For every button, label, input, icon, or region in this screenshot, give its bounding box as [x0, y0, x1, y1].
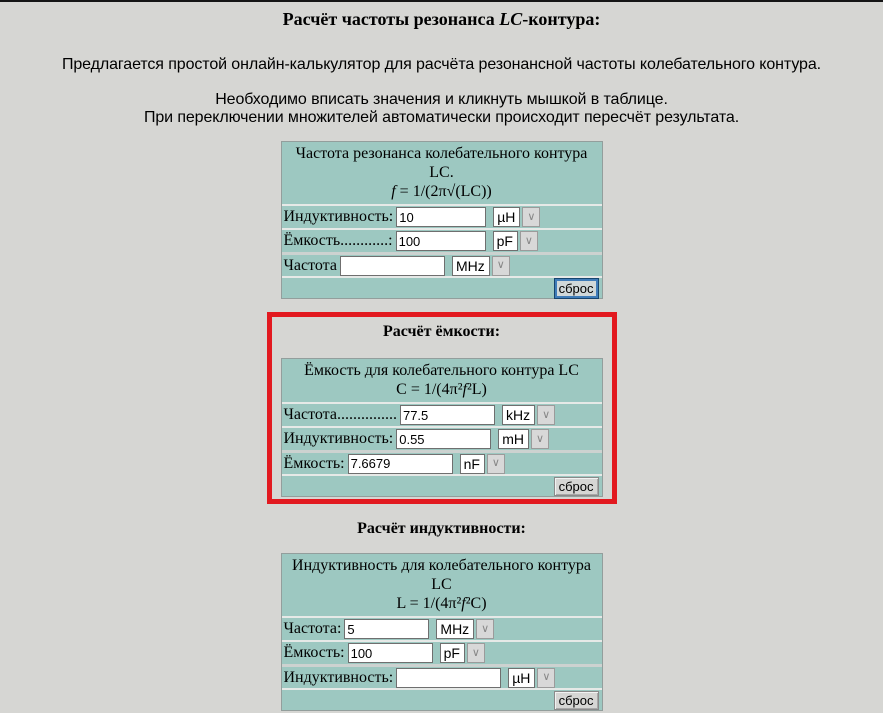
frequency-table-header: Частота резонанса колебательного контура… [282, 142, 602, 204]
page-title: Расчёт частоты резонанса LC-контура: [0, 9, 883, 30]
inductance-formula: L = 1/(4π²f²C) [284, 594, 600, 613]
frequency-row: Частота............... kHz ∨ [281, 402, 602, 426]
inductance-row: Индуктивность: mH ∨ [281, 426, 602, 450]
inductance-unit-value[interactable]: µH [493, 207, 521, 227]
frequency-input[interactable] [344, 619, 430, 639]
capacitance-unit-value[interactable]: nF [459, 453, 485, 474]
frequency-result-input[interactable] [339, 255, 445, 276]
frequency-result-row: Частота MHz ∨ [281, 252, 602, 276]
chevron-down-icon[interactable]: ∨ [531, 429, 550, 449]
inductance-reset-row: сброс [281, 688, 602, 710]
page-title-lc: LC [499, 9, 523, 29]
inductance-table-header: Индуктивность для колебательного контура… [282, 554, 602, 616]
capacitance-calc-table: Ёмкость для колебательного контура LC C … [280, 358, 603, 497]
chevron-down-icon[interactable]: ∨ [522, 207, 541, 227]
inductance-unit-select[interactable]: mH ∨ [498, 429, 550, 449]
capacitance-unit-select[interactable]: pF ∨ [439, 643, 485, 663]
inductance-label: Индуктивность: [283, 430, 394, 447]
capacitance-reset-row: сброс [281, 474, 602, 496]
frequency-unit-select[interactable]: kHz ∨ [501, 405, 556, 425]
capacitance-unit-select[interactable]: nF ∨ [459, 453, 505, 474]
note-line-1: Необходимо вписать значения и кликнуть м… [215, 91, 668, 108]
capacitance-label: Ёмкость: [283, 644, 345, 661]
frequency-unit-value[interactable]: MHz [451, 255, 490, 276]
formula-var: f [461, 595, 466, 612]
frequency-table-title-line1: Частота резонанса колебательного контура [295, 145, 588, 162]
chevron-down-icon[interactable]: ∨ [537, 405, 556, 425]
frequency-calc-table: Частота резонанса колебательного контура… [280, 141, 603, 299]
inductance-input[interactable] [396, 429, 492, 449]
formula-body: ²C) [465, 595, 487, 612]
inductance-calc-table: Индуктивность для колебательного контура… [280, 553, 603, 711]
capacitance-result-input[interactable] [347, 453, 453, 474]
capacitance-section-heading: Расчёт ёмкости: [382, 323, 501, 340]
frequency-label: Частота [283, 256, 337, 274]
chevron-down-icon[interactable]: ∨ [486, 453, 505, 474]
capacitance-input[interactable] [347, 643, 433, 663]
frequency-label: Частота............... [283, 406, 397, 423]
page-title-text: Расчёт частоты резонанса [282, 9, 500, 29]
inductance-unit-select[interactable]: µH ∨ [493, 207, 541, 227]
formula-var: f [462, 381, 467, 398]
frequency-label: Частота: [283, 620, 342, 637]
reset-button[interactable]: сброс [553, 277, 599, 299]
formula-body: ²L) [466, 381, 487, 398]
intro-text: Предлагается простой онлайн-калькулятор … [61, 56, 821, 73]
inductance-unit-select[interactable]: µH ∨ [508, 667, 556, 688]
capacitance-table-title: Ёмкость для колебательного контура LC [304, 362, 579, 379]
chevron-down-icon[interactable]: ∨ [491, 255, 510, 276]
frequency-unit-select[interactable]: MHz ∨ [436, 619, 495, 639]
frequency-input[interactable] [399, 405, 495, 425]
capacitance-result-row: Ёмкость: nF ∨ [281, 450, 602, 474]
frequency-row: Частота: MHz ∨ [281, 616, 602, 640]
inductance-table-title-line1: Индуктивность для колебательного контура [292, 557, 591, 574]
chevron-down-icon[interactable]: ∨ [466, 643, 485, 663]
capacitance-label: Ёмкость............: [283, 232, 393, 249]
inductance-table-title-line2: LC [431, 576, 452, 593]
chevron-down-icon[interactable]: ∨ [519, 231, 538, 251]
capacitance-unit-value[interactable]: pF [439, 643, 465, 663]
capacitance-unit-select[interactable]: pF ∨ [492, 231, 538, 251]
formula-body: L = 1/(4π² [396, 595, 462, 612]
inductance-result-input[interactable] [396, 667, 502, 688]
capacitance-row: Ёмкость: pF ∨ [281, 640, 602, 664]
formula-var: f [391, 183, 396, 200]
inductance-unit-value[interactable]: mH [498, 429, 530, 449]
formula-body: = 1/(2π√(LC)) [395, 183, 492, 200]
highlight-red-box: Расчёт ёмкости: Ёмкость для колебательно… [266, 312, 617, 504]
inductance-input[interactable] [396, 207, 487, 227]
capacitance-table-header: Ёмкость для колебательного контура LC C … [282, 359, 602, 402]
reset-button[interactable]: сброс [553, 690, 599, 710]
chevron-down-icon[interactable]: ∨ [537, 667, 556, 688]
inductance-row: Индуктивность: µH ∨ [281, 204, 602, 228]
frequency-formula: f = 1/(2π√(LC)) [284, 182, 600, 201]
frequency-unit-value[interactable]: MHz [436, 619, 475, 639]
frequency-unit-select[interactable]: MHz ∨ [451, 255, 510, 276]
capacitance-input[interactable] [395, 231, 486, 251]
inductance-label: Индуктивность: [283, 208, 394, 225]
formula-body: C = 1/(4π² [396, 381, 463, 398]
frequency-table-title-line2: LC. [429, 164, 454, 181]
page-title-suffix: -контура: [522, 9, 601, 29]
capacitance-unit-value[interactable]: pF [492, 231, 518, 251]
inductance-section-heading: Расчёт индуктивности: [357, 520, 526, 537]
usage-notes: Необходимо вписать значения и кликнуть м… [0, 91, 883, 127]
frequency-reset-row: сброс [281, 276, 602, 299]
chevron-down-icon[interactable]: ∨ [476, 619, 495, 639]
frequency-unit-value[interactable]: kHz [501, 405, 536, 425]
inductance-label: Индуктивность: [283, 668, 394, 686]
inductance-result-row: Индуктивность: µH ∨ [281, 664, 602, 688]
capacitance-formula: C = 1/(4π²f²L) [284, 380, 600, 399]
capacitance-label: Ёмкость: [283, 454, 345, 472]
capacitance-row: Ёмкость............: pF ∨ [281, 228, 602, 252]
reset-button[interactable]: сброс [553, 476, 599, 496]
note-line-2: При переключении множителей автоматическ… [143, 109, 740, 126]
inductance-unit-value[interactable]: µH [508, 667, 536, 688]
